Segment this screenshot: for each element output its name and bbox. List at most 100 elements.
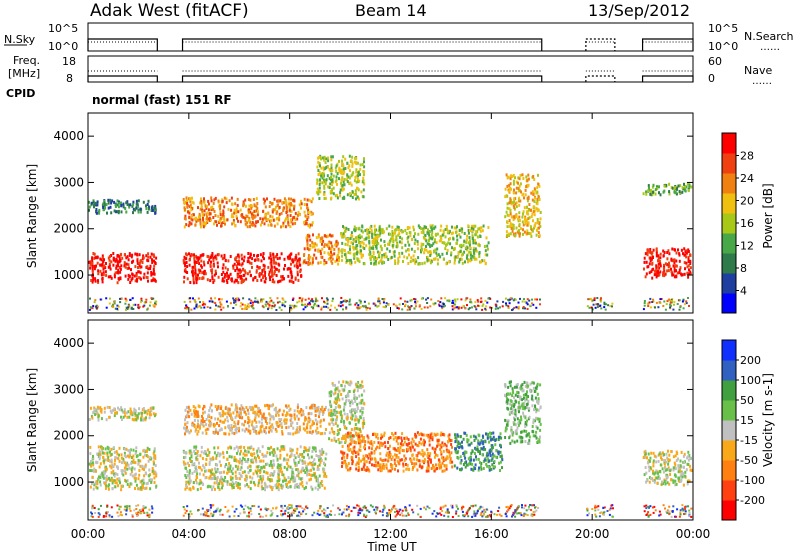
- data-cell: [348, 154, 351, 158]
- data-cell: [407, 305, 410, 308]
- data-cell: [344, 229, 347, 233]
- data-cell: [226, 415, 229, 419]
- data-cell: [280, 425, 283, 429]
- data-cell: [110, 478, 113, 482]
- data-cell: [430, 233, 433, 237]
- data-cell: [92, 278, 95, 282]
- data-cell: [330, 158, 333, 162]
- data-cell: [282, 209, 285, 212]
- data-cell: [291, 467, 294, 471]
- data-cell: [225, 279, 228, 282]
- data-cell: [262, 477, 265, 481]
- data-cell: [128, 205, 131, 209]
- data-cell: [139, 480, 142, 484]
- data-cell: [316, 465, 319, 468]
- data-cell: [327, 159, 330, 163]
- data-cell: [270, 299, 273, 302]
- data-cell: [388, 243, 391, 247]
- data-cell: [132, 303, 135, 306]
- data-cell: [270, 265, 273, 269]
- data-cell: [341, 258, 343, 262]
- data-cell: [319, 408, 322, 412]
- colorbar-segment: [722, 173, 736, 194]
- noise-left-tick-bottom: 10^0: [48, 40, 78, 53]
- data-cell: [325, 261, 328, 265]
- data-cell: [273, 450, 276, 454]
- data-cell: [323, 474, 326, 478]
- data-cell: [224, 418, 227, 422]
- data-cell: [208, 450, 211, 454]
- colorbar-tick-label: 4: [740, 285, 747, 298]
- data-cell: [375, 241, 378, 245]
- data-cell: [473, 251, 475, 255]
- data-cell: [217, 199, 220, 203]
- data-cell: [126, 482, 129, 486]
- data-cell: [234, 257, 237, 261]
- data-cell: [327, 241, 330, 245]
- data-cell: [428, 258, 430, 262]
- data-cell: [392, 233, 395, 237]
- data-cell: [210, 422, 213, 426]
- data-cell: [642, 192, 645, 196]
- data-cell: [250, 261, 253, 265]
- data-cell: [234, 202, 237, 206]
- data-cell: [98, 465, 101, 469]
- data-cell: [645, 192, 648, 196]
- data-cell: [186, 425, 188, 429]
- data-cell: [112, 257, 115, 261]
- noise-right-legend: ……: [760, 42, 780, 53]
- data-cell: [323, 486, 326, 490]
- data-cell: [517, 187, 520, 190]
- data-cell: [323, 234, 326, 238]
- data-cell: [451, 301, 453, 304]
- data-cell: [300, 202, 303, 206]
- data-cell: [289, 477, 292, 481]
- data-cell: [363, 160, 365, 164]
- data-cell: [599, 304, 602, 307]
- data-cell: [257, 266, 260, 270]
- data-cell: [120, 484, 123, 488]
- data-cell: [233, 280, 236, 284]
- data-cell: [255, 269, 258, 273]
- data-cell: [397, 225, 400, 229]
- data-cell: [341, 241, 344, 245]
- data-cell: [655, 251, 658, 255]
- data-cell: [327, 251, 330, 255]
- data-cell: [267, 406, 270, 410]
- data-cell: [668, 182, 671, 186]
- data-cell: [125, 299, 128, 302]
- data-cell: [303, 197, 306, 201]
- data-cell: [353, 418, 356, 422]
- data-cell: [124, 471, 127, 475]
- data-cell: [272, 472, 275, 476]
- data-cell: [145, 207, 148, 211]
- data-cell: [93, 205, 95, 209]
- data-cell: [293, 454, 296, 457]
- data-cell: [417, 256, 420, 260]
- data-cell: [259, 449, 262, 453]
- data-cell: [235, 260, 238, 263]
- data-cell: [289, 485, 292, 489]
- data-cell: [209, 475, 212, 479]
- data-cell: [334, 422, 337, 425]
- data-cell: [228, 469, 230, 473]
- data-cell: [402, 303, 404, 305]
- data-cell: [382, 299, 385, 302]
- data-cell: [220, 475, 223, 479]
- data-cell: [323, 300, 325, 303]
- data-cell: [340, 301, 343, 304]
- data-cell: [268, 303, 271, 306]
- data-cell: [256, 301, 259, 304]
- data-cell: [109, 409, 112, 413]
- data-cell: [679, 184, 682, 188]
- data-cell: [304, 220, 307, 223]
- data-cell: [398, 228, 401, 232]
- data-cell: [124, 414, 127, 418]
- data-cell: [115, 481, 118, 485]
- data-cell: [282, 298, 285, 301]
- data-cell: [311, 240, 314, 244]
- data-cell: [120, 406, 123, 410]
- data-cell: [662, 305, 665, 307]
- data-cell: [221, 483, 224, 487]
- data-cell: [246, 225, 249, 229]
